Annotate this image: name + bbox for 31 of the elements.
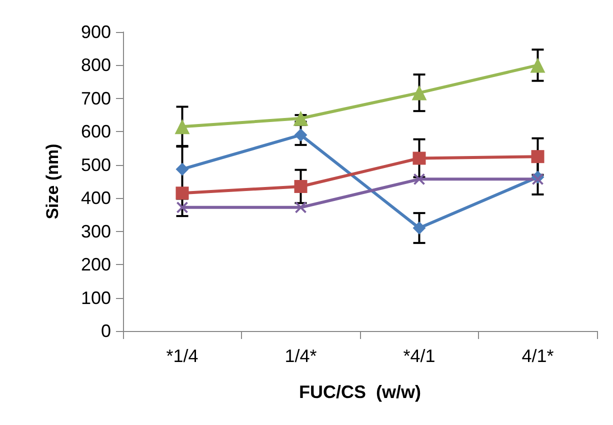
y-tick-label: 400: [80, 188, 111, 208]
point: [293, 110, 308, 126]
x-tick-label: *4/1: [403, 346, 436, 366]
point: [174, 119, 190, 134]
x-tick-label: 4/1*: [522, 346, 554, 366]
x-axis-title: FUC/CS (w/w): [299, 382, 421, 402]
y-tick-label: 600: [80, 122, 111, 142]
point: [412, 152, 426, 165]
point: [176, 162, 189, 176]
point: [530, 58, 546, 73]
point: [412, 85, 427, 100]
point: [413, 173, 426, 186]
y-axis-title: Size (nm): [43, 144, 62, 220]
point: [531, 150, 544, 164]
y-tick-label: 0: [100, 321, 111, 341]
point: [412, 222, 426, 235]
y-tick-label: 800: [80, 55, 111, 76]
point: [532, 173, 544, 186]
point: [176, 201, 188, 214]
x-tick-label: 1/4*: [284, 346, 317, 366]
y-tick-label: 700: [80, 88, 111, 108]
y-tick-label: 300: [80, 221, 111, 242]
point: [294, 128, 308, 142]
point: [294, 180, 308, 193]
y-tick-label: 900: [80, 22, 111, 42]
y-tick-label: 100: [80, 288, 111, 308]
y-tick-label: 200: [80, 254, 111, 275]
x-tick-label: *1/4: [166, 346, 198, 366]
y-tick-label: 500: [80, 154, 111, 175]
point: [176, 186, 189, 200]
point: [294, 201, 307, 214]
